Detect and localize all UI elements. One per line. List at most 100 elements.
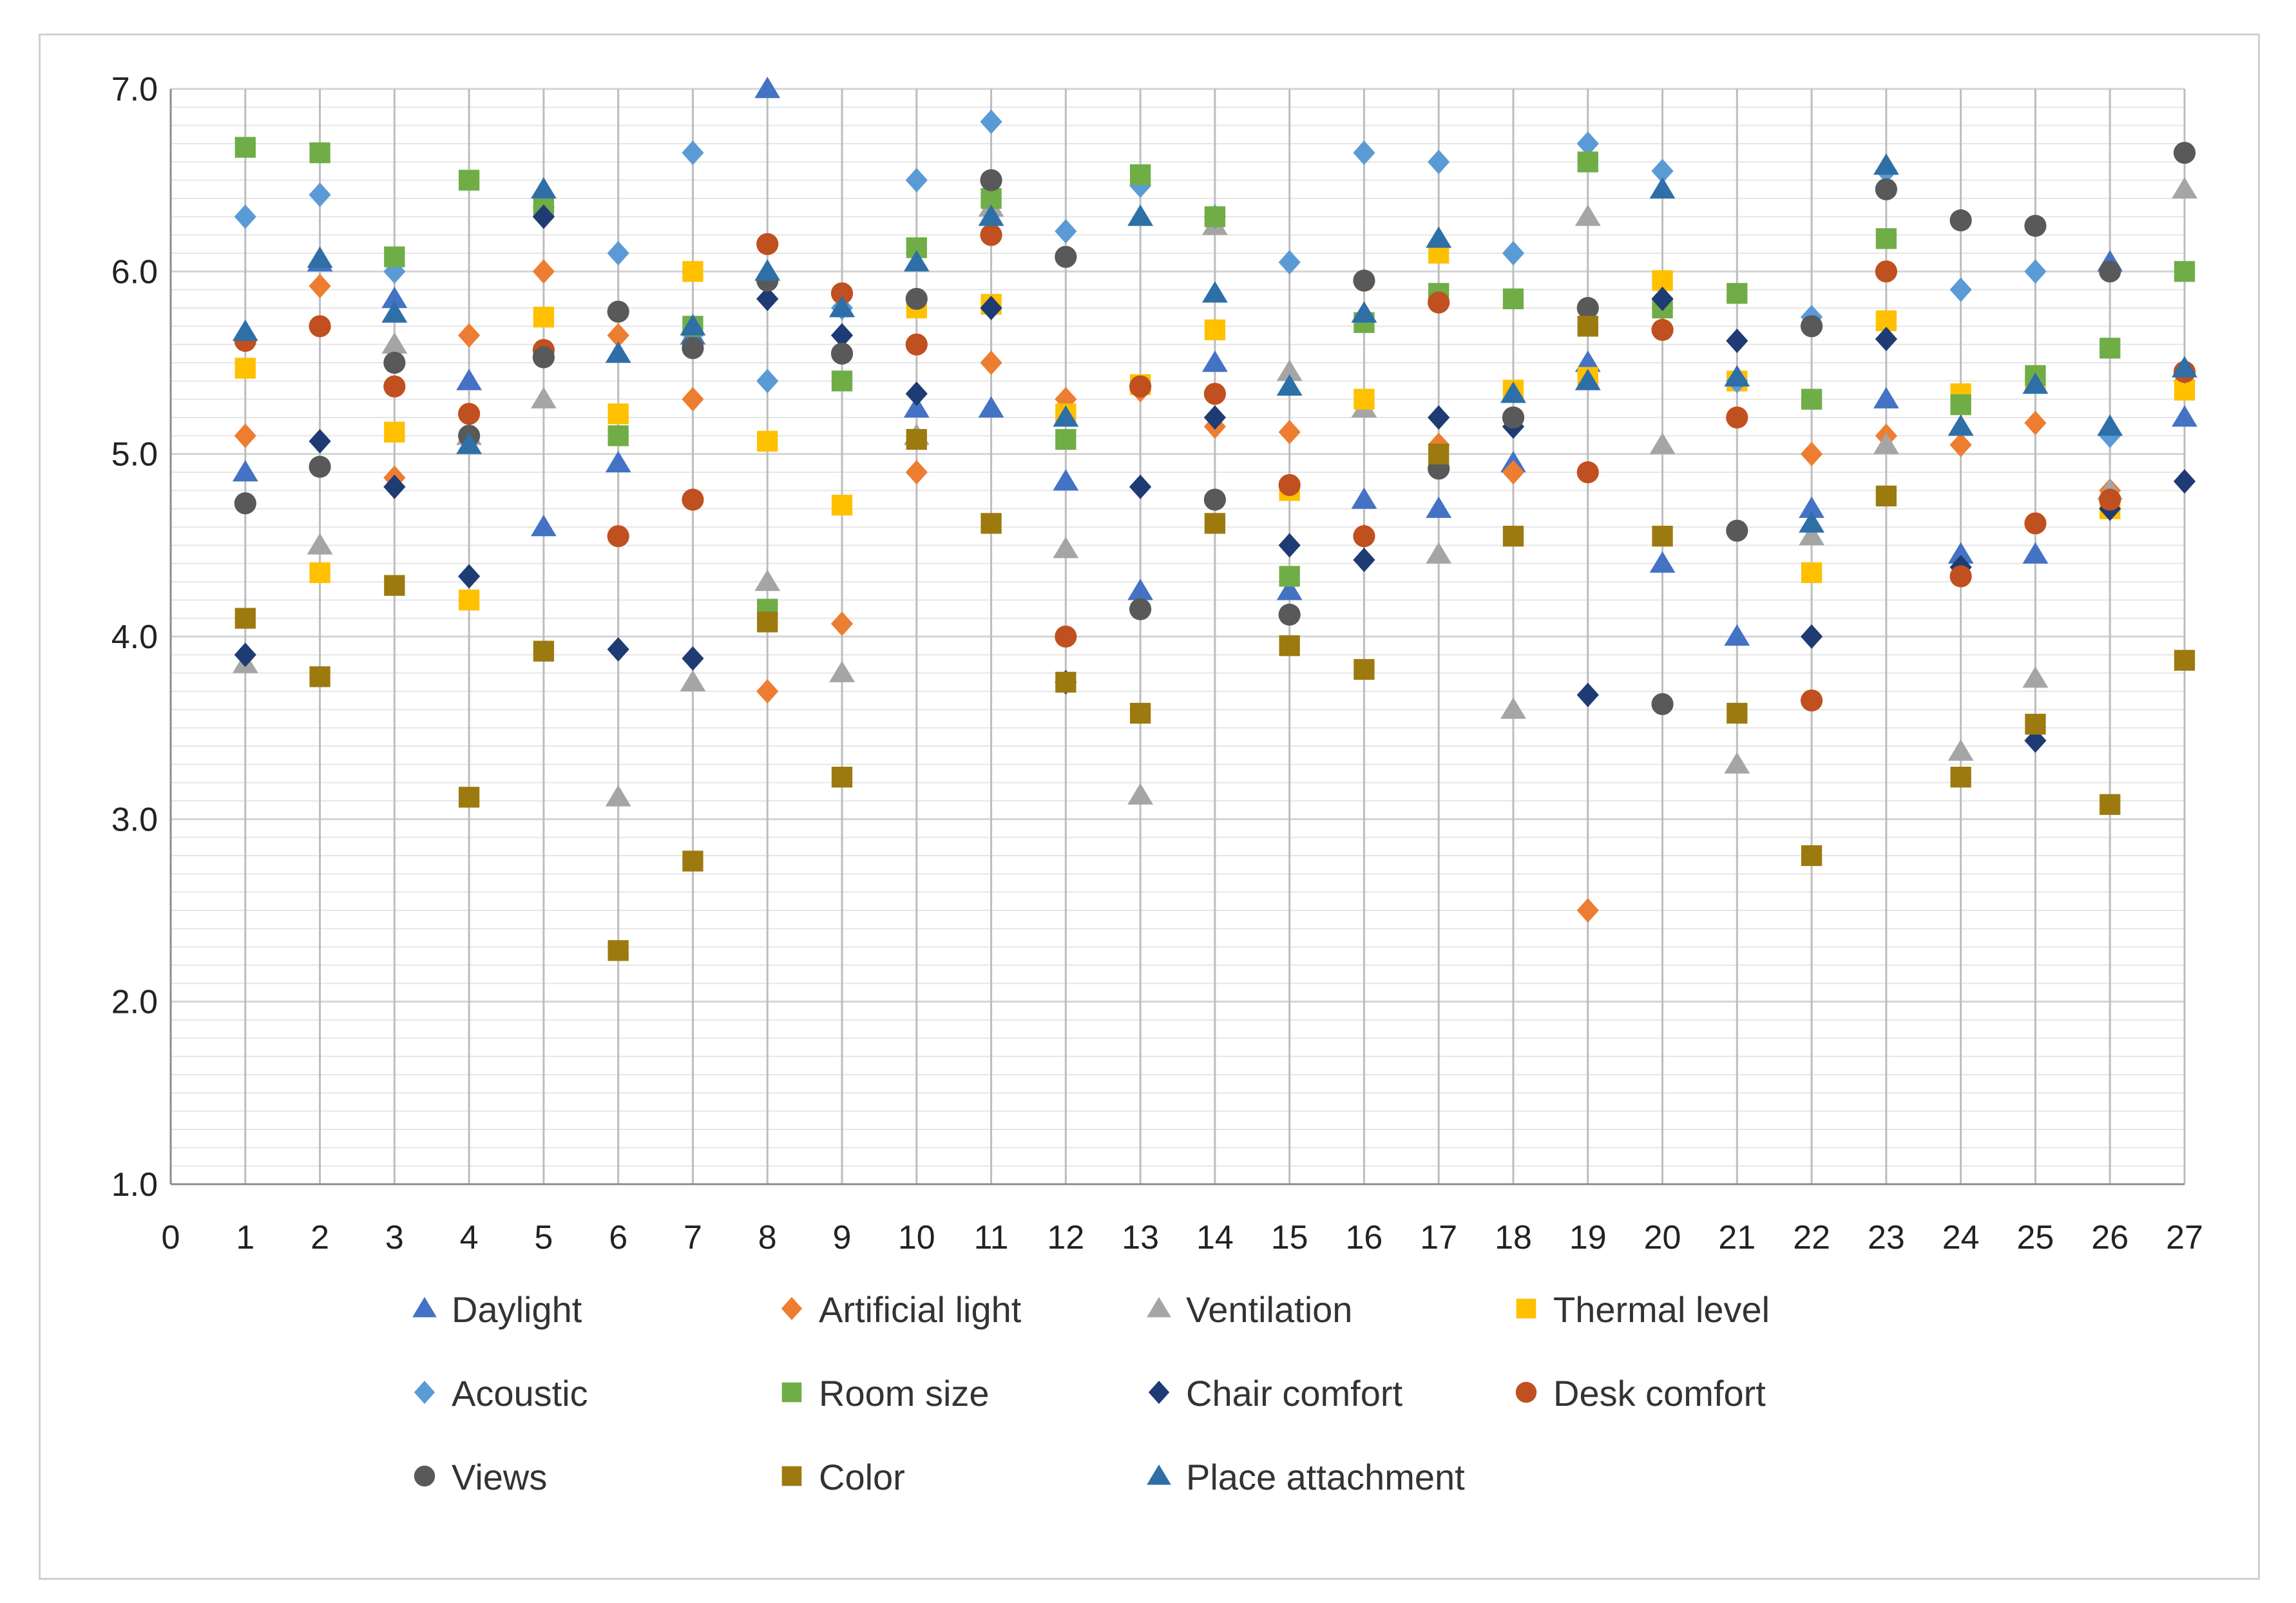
- point-ventilation: [1127, 783, 1154, 805]
- point-acoustic: [682, 140, 704, 166]
- point-place-attachment: [1724, 365, 1750, 387]
- point-room-size: [1502, 288, 1524, 309]
- point-chair-comfort: [309, 428, 331, 454]
- point-room-size: [234, 137, 256, 158]
- point-daylight: [1053, 469, 1079, 491]
- legend-label-artificial-light: Artificial light: [819, 1289, 1022, 1330]
- point-place-attachment: [307, 246, 333, 268]
- legend-label-desk-comfort: Desk comfort: [1553, 1373, 1766, 1414]
- point-artificial-light: [756, 679, 779, 704]
- point-artificial-light: [234, 423, 256, 448]
- point-chair-comfort: [1353, 548, 1375, 572]
- legend-label-acoustic: Acoustic: [452, 1373, 588, 1414]
- point-desk-comfort: [1875, 260, 1897, 283]
- point-views: [532, 346, 555, 369]
- point-chair-comfort: [1278, 533, 1301, 558]
- point-room-size: [384, 246, 405, 267]
- point-daylight: [1947, 542, 1974, 564]
- point-ventilation: [307, 533, 333, 555]
- x-tick-label: 13: [1122, 1219, 1159, 1256]
- point-chair-comfort: [1129, 474, 1152, 499]
- point-color: [458, 787, 480, 808]
- point-color: [1577, 316, 1598, 337]
- point-place-attachment: [1947, 414, 1974, 436]
- point-artificial-light: [1502, 460, 1525, 485]
- point-ventilation: [2172, 177, 2197, 199]
- point-chair-comfort: [682, 646, 704, 671]
- point-thermal-level: [458, 590, 480, 611]
- point-views: [1949, 209, 1972, 232]
- legend-item-room-size: Room size: [781, 1373, 990, 1414]
- point-place-attachment: [978, 204, 1004, 226]
- point-desk-comfort: [1055, 625, 1077, 648]
- point-daylight: [1574, 350, 1601, 372]
- point-chair-comfort: [458, 564, 481, 589]
- point-views: [1278, 603, 1301, 626]
- point-artificial-light: [980, 350, 1002, 375]
- x-tick-label: 26: [2091, 1219, 2129, 1256]
- legend-item-color: Color: [781, 1457, 905, 1497]
- point-daylight: [605, 450, 631, 473]
- point-chair-comfort: [905, 381, 928, 407]
- point-ventilation: [381, 332, 408, 354]
- point-place-attachment: [456, 432, 483, 454]
- point-color: [1129, 702, 1151, 724]
- x-tick-label: 24: [1942, 1219, 1980, 1256]
- x-tick-label: 15: [1271, 1219, 1308, 1256]
- x-tick-label: 25: [2017, 1219, 2054, 1256]
- point-desk-comfort: [383, 375, 406, 398]
- y-tick-label: 3.0: [111, 801, 158, 838]
- legend-label-color: Color: [819, 1457, 905, 1497]
- point-daylight: [1276, 579, 1303, 600]
- point-chair-comfort: [1576, 682, 1599, 707]
- point-artificial-light: [458, 323, 481, 348]
- point-desk-comfort: [1801, 689, 1823, 712]
- point-place-attachment: [1127, 204, 1154, 226]
- point-views: [1203, 488, 1226, 511]
- point-room-size: [607, 425, 629, 446]
- point-ventilation: [754, 570, 781, 591]
- point-daylight: [903, 396, 930, 418]
- x-tick-label: 9: [833, 1219, 852, 1256]
- x-tick-label: 14: [1196, 1219, 1234, 1256]
- point-views: [309, 456, 331, 478]
- legend-item-views: Views: [414, 1457, 547, 1497]
- point-ventilation: [2022, 666, 2049, 688]
- point-views: [1801, 315, 1823, 338]
- point-chair-comfort: [1651, 286, 1674, 311]
- point-desk-comfort: [1651, 318, 1674, 341]
- point-room-size: [309, 142, 330, 164]
- legend-marker-acoustic: [414, 1381, 435, 1404]
- grid-layer: [171, 88, 2186, 1185]
- point-color: [384, 575, 405, 596]
- point-ventilation: [1873, 432, 1899, 454]
- point-chair-comfort: [1203, 405, 1226, 430]
- point-color: [757, 611, 778, 633]
- point-room-size: [1129, 164, 1151, 186]
- point-daylight: [1426, 496, 1452, 518]
- point-ventilation: [1053, 537, 1079, 559]
- point-place-attachment: [829, 296, 855, 318]
- legend-label-room-size: Room size: [819, 1373, 990, 1414]
- point-desk-comfort: [309, 315, 331, 338]
- legend-item-desk-comfort: Desk comfort: [1515, 1373, 1766, 1414]
- point-color: [906, 428, 927, 450]
- legend-label-views: Views: [452, 1457, 547, 1497]
- point-daylight: [456, 369, 483, 390]
- point-artificial-light: [1576, 898, 1599, 923]
- point-acoustic: [1651, 158, 1674, 184]
- point-artificial-light: [682, 387, 704, 412]
- x-tick-label: 16: [1346, 1219, 1383, 1256]
- point-thermal-level: [1801, 562, 1822, 583]
- point-chair-comfort: [234, 642, 256, 667]
- point-daylight: [1127, 579, 1154, 600]
- point-views: [1055, 245, 1077, 268]
- legend-item-thermal-level: Thermal level: [1516, 1289, 1770, 1330]
- point-desk-comfort: [2099, 488, 2121, 511]
- point-desk-comfort: [682, 488, 704, 511]
- point-desk-comfort: [1129, 375, 1152, 398]
- legend-marker-views: [414, 1465, 435, 1487]
- point-layer: [232, 77, 2197, 961]
- point-artificial-light: [1278, 419, 1301, 445]
- point-views: [1576, 296, 1599, 320]
